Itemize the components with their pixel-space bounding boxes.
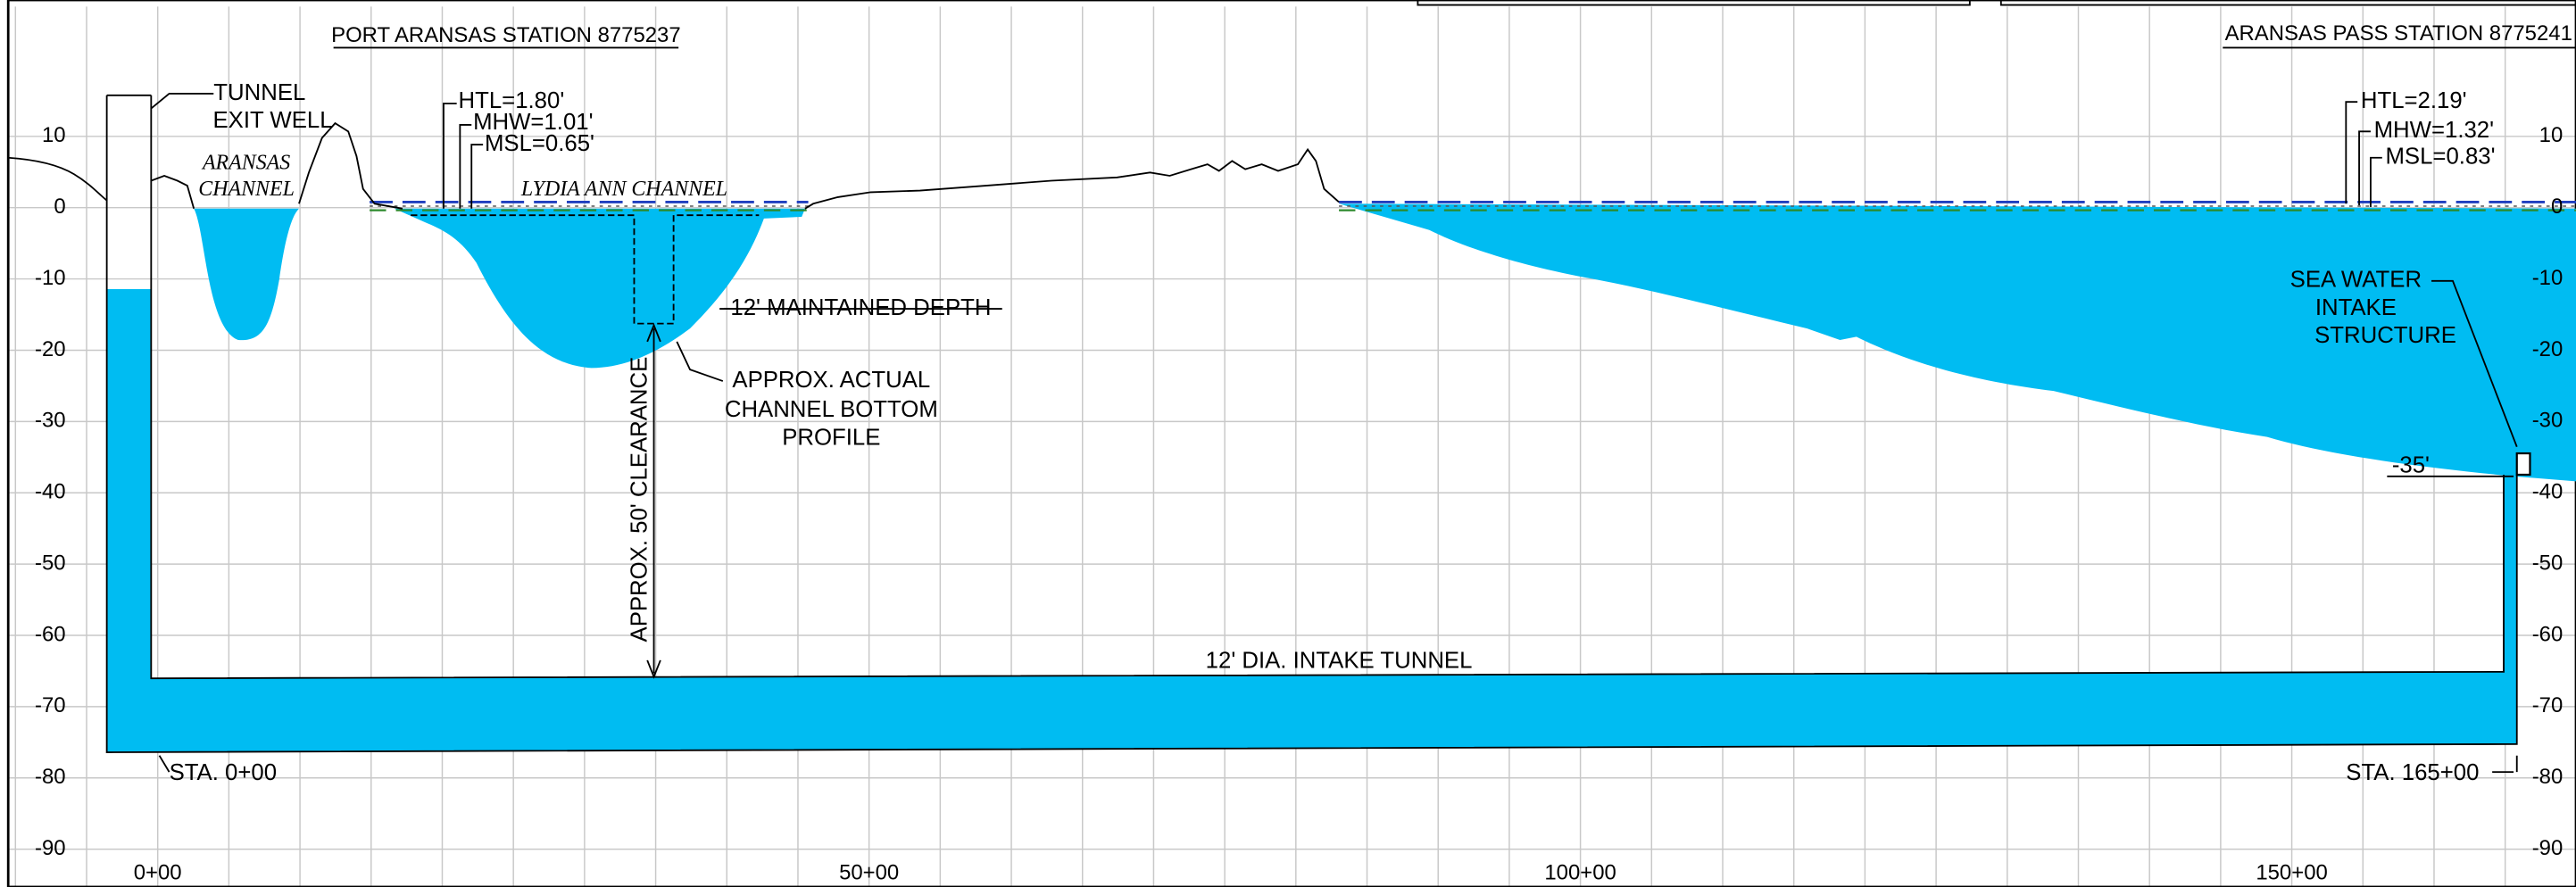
y-tick-label: -20 <box>2532 337 2564 361</box>
y-tick-label: -90 <box>35 836 66 860</box>
channel-label: ARANSAS <box>201 152 290 175</box>
y-tick-label: -30 <box>2532 409 2564 433</box>
station-mark: STA. 0+00 <box>170 760 277 785</box>
tide-label: HTL=1.80' <box>459 88 565 113</box>
station-label: ARANSAS PASS STATION 8775241 <box>2225 21 2572 46</box>
tide-leaders <box>443 101 2382 209</box>
y-tick-label: 10 <box>2539 123 2564 147</box>
profile-label: APPROX. ACTUAL <box>732 368 930 393</box>
y-tick-label: -10 <box>35 266 66 290</box>
clearance-dimension <box>646 323 661 679</box>
y-tick-label: 10 <box>42 123 66 147</box>
intake-structure <box>2515 452 2531 477</box>
tide-label: MSL=0.65' <box>485 131 594 156</box>
y-tick-label: 0 <box>2551 195 2563 219</box>
y-tick-label: -50 <box>35 551 66 575</box>
intake-label: STRUCTURE <box>2314 323 2456 348</box>
channel-label: LYDIA ANN CHANNEL <box>520 178 727 201</box>
x-tick-label: 150+00 <box>2256 861 2327 885</box>
profile-label: CHANNEL BOTTOM <box>725 397 938 422</box>
axis-labels: 10 0 -10 -20 -30 -40 -50 -60 -70 -80 -90 10 0 -10 -20 -… <box>35 123 2563 884</box>
y-tick-label: -60 <box>35 622 66 646</box>
lydia-channel-water <box>394 208 805 369</box>
clearance-label: APPROX. 50' CLEARANCE <box>627 357 652 642</box>
y-tick-label: -80 <box>2532 765 2564 789</box>
tide-label: HTL=2.19' <box>2361 88 2467 113</box>
bay-water <box>1339 203 2576 482</box>
y-tick-label: -10 <box>2532 266 2564 290</box>
y-tick-label: -70 <box>2532 693 2564 717</box>
tunnel-label: 12' DIA. INTAKE TUNNEL <box>1206 649 1473 674</box>
depth-label: -35' <box>2392 453 2430 478</box>
y-tick-label: -40 <box>2532 480 2564 504</box>
x-tick-label: 0+00 <box>134 861 182 885</box>
water <box>106 203 2576 753</box>
y-tick-label: -20 <box>35 337 66 361</box>
y-tick-label: -60 <box>2532 622 2564 646</box>
y-tick-label: -40 <box>35 480 66 504</box>
station-label: PORT ARANSAS STATION 8775237 <box>331 23 681 47</box>
station-mark: STA. 165+00 <box>2346 760 2479 785</box>
title-boxes <box>1417 0 2576 6</box>
ground-profile <box>8 121 1340 210</box>
y-tick-label: -30 <box>35 409 66 433</box>
intake-label: INTAKE <box>2315 295 2397 320</box>
y-tick-label: 0 <box>54 195 65 219</box>
y-tick-label: -80 <box>35 765 66 789</box>
y-tick-label: -70 <box>35 693 66 717</box>
frame <box>6 0 2576 887</box>
tunnel-outline <box>105 94 2518 753</box>
y-tick-label: -50 <box>2532 551 2564 575</box>
aransas-channel-water <box>194 208 299 341</box>
leaders <box>150 93 2518 774</box>
channel-label: CHANNEL <box>198 178 295 201</box>
tide-label: MSL=0.83' <box>2385 145 2495 170</box>
well-label: EXIT WELL <box>213 108 333 133</box>
x-tick-label: 100+00 <box>1544 861 1616 885</box>
x-tick-label: 50+00 <box>839 861 899 885</box>
y-tick-label: -90 <box>2532 836 2564 860</box>
intake-label: SEA WATER <box>2290 268 2422 293</box>
tide-label: MHW=1.32' <box>2374 118 2494 143</box>
profile-label: PROFILE <box>782 425 880 450</box>
depth-label: -12' MAINTAINED DEPTH <box>723 295 992 320</box>
tunnel-water <box>106 288 2517 753</box>
tide-label: MHW=1.01' <box>473 110 593 135</box>
well-label: TUNNEL <box>213 80 305 105</box>
grid <box>8 6 2576 887</box>
